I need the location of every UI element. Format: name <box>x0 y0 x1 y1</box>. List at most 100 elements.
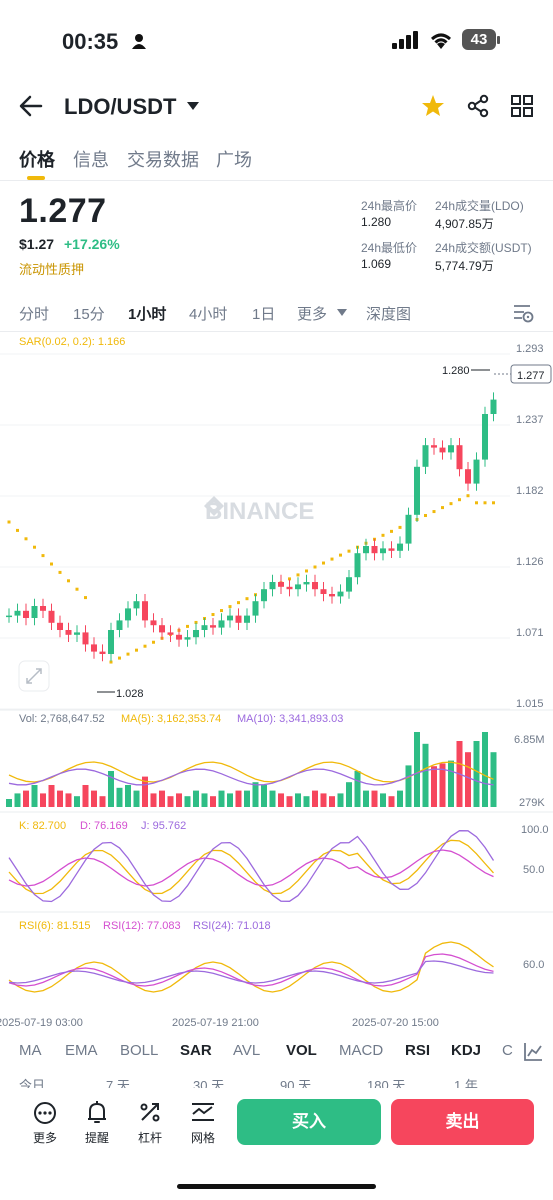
kdj-axis-tick: 50.0 <box>523 864 544 876</box>
volume-bar <box>57 790 63 807</box>
back-arrow-icon[interactable] <box>19 95 43 117</box>
watermark-text: BINANCE <box>205 498 314 525</box>
sar-dot <box>305 569 308 573</box>
amount-label: 24h成交额(USDT) <box>435 241 532 255</box>
usd-price: $1.27 <box>19 236 55 252</box>
sar-dot <box>237 601 240 605</box>
date-axis-tick: 2025-07-19 21:00 <box>172 1017 259 1029</box>
more-button-label[interactable]: 更多 <box>32 1131 57 1145</box>
kdj-j-line <box>8 830 495 903</box>
sar-dot <box>58 570 62 574</box>
indicator-boll[interactable]: BOLL <box>120 1042 159 1059</box>
indicator-sar[interactable]: SAR <box>180 1042 212 1059</box>
depth-chart-tab[interactable]: 深度图 <box>366 306 412 323</box>
sar-dot <box>75 587 79 591</box>
kdj-j-label: J: 95.762 <box>141 820 186 832</box>
candle-body <box>176 634 182 640</box>
volume-bar <box>286 796 293 807</box>
date-axis-tick: 2025-07-19 03:00 <box>0 1017 83 1029</box>
high-mark-label: 1.280 <box>442 365 470 377</box>
volume-bar <box>133 790 140 807</box>
price-axis-tick: 1.182 <box>516 485 544 497</box>
sar-dot <box>466 494 470 498</box>
interval-timeline[interactable]: 分时 <box>19 306 50 323</box>
sar-dot <box>339 553 342 557</box>
indicator-ema[interactable]: EMA <box>65 1042 98 1059</box>
more-dropdown-icon[interactable] <box>337 309 347 316</box>
last-price: 1.277 <box>19 192 107 230</box>
candle-body <box>184 637 191 640</box>
sar-dot <box>432 510 436 514</box>
indicator-rsi[interactable]: RSI <box>405 1042 431 1059</box>
volume-bar <box>346 782 352 807</box>
indicator-avl[interactable]: AVL <box>233 1042 261 1059</box>
person-icon <box>132 34 146 49</box>
tab-square[interactable]: 广场 <box>216 150 252 170</box>
buy-button[interactable]: 买入 <box>237 1099 381 1145</box>
volume-bar <box>278 793 284 807</box>
ma10-label: MA(10): 3,341,893.03 <box>237 713 343 725</box>
category-tag[interactable]: 流动性质押 <box>19 262 85 277</box>
volume-bar <box>303 796 310 807</box>
candle-body <box>244 615 250 623</box>
sar-dot <box>67 579 70 583</box>
tab-trading-data[interactable]: 交易数据 <box>127 150 199 170</box>
candle-body <box>320 589 327 594</box>
grid-button-label[interactable]: 网格 <box>190 1131 215 1145</box>
volume-bar <box>320 793 327 807</box>
battery-level: 43 <box>470 31 488 48</box>
sar-dot <box>135 648 138 652</box>
candle-body <box>448 445 454 453</box>
interval-more[interactable]: 更多 <box>297 306 328 323</box>
binance-logo-icon <box>204 496 224 516</box>
leverage-icon[interactable] <box>138 1100 162 1124</box>
sell-button[interactable]: 卖出 <box>391 1099 534 1145</box>
wifi-icon <box>431 33 451 49</box>
sar-dot <box>458 498 461 502</box>
leverage-button-label[interactable]: 杠杆 <box>137 1131 162 1145</box>
tab-price[interactable]: 价格 <box>19 150 55 170</box>
indicator-settings-icon[interactable] <box>523 1042 543 1062</box>
star-icon[interactable] <box>421 94 445 118</box>
volume-bar <box>227 793 233 807</box>
chevron-down-icon[interactable] <box>187 102 199 110</box>
volume-bar <box>65 793 72 807</box>
volume-axis-tick: 6.85M <box>514 734 545 746</box>
interval-1d[interactable]: 1日 <box>252 306 276 323</box>
pair-title[interactable]: LDO/USDT <box>64 94 177 119</box>
indicator-vol[interactable]: VOL <box>286 1042 317 1059</box>
candle-body <box>346 577 352 592</box>
share-icon[interactable] <box>466 94 490 118</box>
indicator-c[interactable]: C <box>502 1042 513 1059</box>
status-bar: 00:35 43 <box>0 0 553 80</box>
sar-dot <box>24 537 28 541</box>
price-axis-tick: 1.237 <box>516 414 544 426</box>
current-price-box <box>510 364 552 384</box>
indicator-kdj[interactable]: KDJ <box>451 1042 482 1059</box>
sar-dot <box>109 660 113 664</box>
interval-15m[interactable]: 15分 <box>73 306 105 323</box>
candle-body <box>108 630 114 654</box>
grid-trading-icon[interactable] <box>190 1100 216 1124</box>
candlestick-chart[interactable]: BINANCE SAR(0.02, 0.2): 1.166 1.293 1.23… <box>0 332 553 1032</box>
candle-body <box>380 548 386 554</box>
grid-menu-icon[interactable] <box>510 94 534 118</box>
ma10-line <box>8 768 494 786</box>
sar-dot <box>347 549 351 553</box>
alert-button-label[interactable]: 提醒 <box>84 1131 109 1145</box>
sar-dot <box>7 520 11 524</box>
indicator-ma[interactable]: MA <box>19 1042 42 1059</box>
interval-4h[interactable]: 4小时 <box>189 306 228 323</box>
volume-bar <box>176 793 182 807</box>
interval-1h[interactable]: 1小时 <box>128 306 167 323</box>
candle-body <box>125 608 131 621</box>
bell-icon[interactable] <box>85 1100 109 1126</box>
sar-dot <box>220 609 223 613</box>
sar-label: SAR(0.02, 0.2): 1.166 <box>19 336 125 348</box>
indicator-macd[interactable]: MACD <box>339 1042 384 1059</box>
more-icon[interactable] <box>33 1101 57 1125</box>
chart-grid <box>0 353 510 710</box>
tab-info[interactable]: 信息 <box>73 150 109 170</box>
chart-settings-icon[interactable] <box>513 303 535 323</box>
expand-icon[interactable] <box>26 668 42 684</box>
